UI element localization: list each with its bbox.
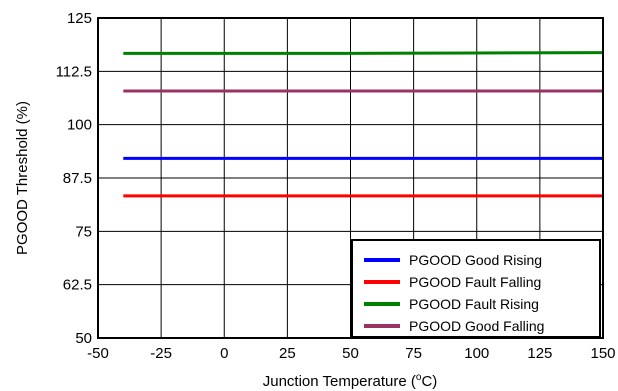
x-tick-label: 125 <box>527 345 552 362</box>
x-axis-label-tail: C) <box>421 373 437 390</box>
series-lines <box>123 51 604 198</box>
x-tick-label: 0 <box>220 345 228 362</box>
x-tick-label: 100 <box>464 345 489 362</box>
y-tick-label: 50 <box>75 330 92 347</box>
plot-area-frame <box>97 17 604 339</box>
legend-box <box>351 239 601 338</box>
legend-label: PGOOD Good Rising <box>409 252 542 268</box>
y-tick-label: 75 <box>75 223 92 240</box>
grid-lines <box>98 18 603 338</box>
x-tick-label: 25 <box>279 345 296 362</box>
y-tick-label: 62.5 <box>63 277 92 294</box>
x-tick-labels: -50 -25 0 25 50 75 100 125 150 <box>87 345 615 362</box>
legend: PGOOD Good Rising PGOOD Fault Falling PGOO… <box>351 239 601 338</box>
y-tick-label: 87.5 <box>63 170 92 187</box>
legend-label: PGOOD Good Falling <box>409 318 544 334</box>
y-tick-label: 100 <box>67 117 92 134</box>
y-tick-label: 112.5 <box>56 63 92 80</box>
x-tick-label: 75 <box>405 345 422 362</box>
legend-label: PGOOD Fault Rising <box>409 296 539 312</box>
x-axis-label-main: Junction Temperature ( <box>263 373 416 390</box>
x-axis-label-superscript: o <box>416 372 422 383</box>
x-tick-label: 50 <box>342 345 359 362</box>
x-tick-label: 150 <box>590 345 615 362</box>
x-axis-label: Junction Temperature (oC) <box>263 372 438 390</box>
y-tick-labels: 50 62.5 75 87.5 100 112.5 125 <box>56 10 92 347</box>
y-axis-label: PGOOD Threshold (%) <box>14 101 31 255</box>
x-tick-label: -25 <box>150 345 172 362</box>
y-tick-label: 125 <box>67 10 92 27</box>
x-tick-label: -50 <box>87 345 109 362</box>
legend-label: PGOOD Fault Falling <box>409 274 541 290</box>
legend-items: PGOOD Good Rising PGOOD Fault Falling PGOO… <box>364 252 544 334</box>
series-line <box>123 51 604 55</box>
